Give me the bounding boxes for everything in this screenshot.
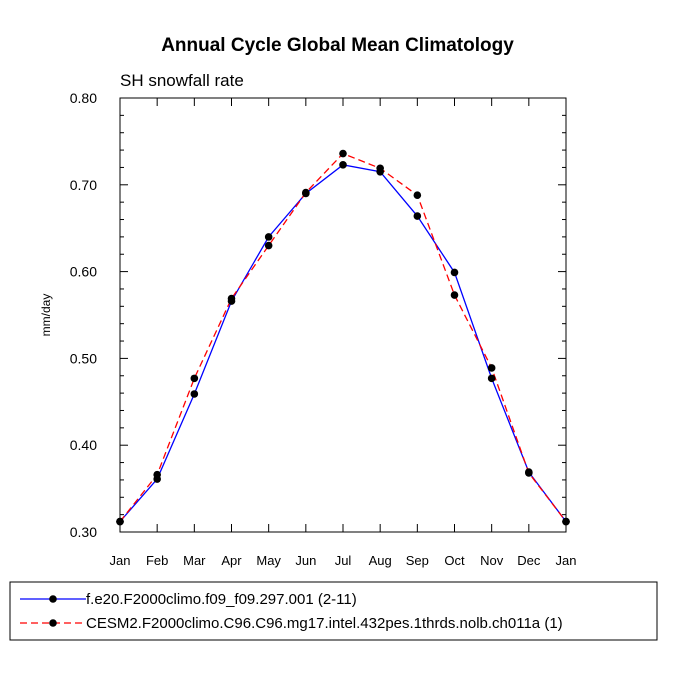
- y-axis: 0.30 0.40 0.50 0.60 0.70 0.80: [70, 90, 566, 540]
- x-tick-label: Jan: [556, 553, 577, 568]
- y-tick-label: 0.30: [70, 524, 97, 540]
- series-2-point: [302, 188, 310, 197]
- series-2-point: [264, 241, 273, 250]
- y-tick-label: 0.50: [70, 350, 97, 366]
- series-1-point: [413, 212, 422, 220]
- x-tick-label: Jun: [295, 553, 316, 568]
- series-2-point: [413, 191, 422, 200]
- legend-box: [9, 581, 658, 641]
- x-tick-label: Aug: [369, 553, 392, 568]
- series-1-point: [450, 268, 459, 277]
- y-tick-label: 0.70: [70, 177, 97, 193]
- series-line-1: [119, 164, 567, 523]
- x-tick-label: Dec: [517, 553, 541, 568]
- series-2-point: [116, 517, 124, 526]
- legend-marker-1: [49, 595, 57, 603]
- series-2-point: [450, 291, 459, 299]
- series-line-2: [119, 152, 567, 522]
- x-tick-label: Mar: [183, 553, 206, 568]
- y-tick-label: 0.80: [70, 90, 97, 106]
- x-axis: Jan Feb Mar Apr May Jun Jul Aug Sep Oct Nov Dec Jan: [110, 98, 577, 568]
- y-axis-label: mm/day: [39, 294, 53, 337]
- series-2-point: [190, 374, 199, 383]
- x-tick-label: Jan: [110, 553, 131, 568]
- series-2-point: [339, 149, 347, 158]
- x-tick-label: Nov: [480, 553, 504, 568]
- chart-subtitle: SH snowfall rate: [120, 71, 244, 90]
- series-2-point: [376, 164, 384, 173]
- series-layer: [116, 149, 570, 526]
- x-tick-label: Apr: [221, 553, 242, 568]
- series-2-point: [487, 364, 496, 372]
- x-tick-label: Oct: [444, 553, 465, 568]
- legend: f.e20.F2000climo.f09_f09.297.001 (2-11) …: [9, 581, 658, 641]
- x-tick-label: May: [256, 553, 281, 568]
- y-tick-label: 0.40: [70, 437, 97, 453]
- x-tick-label: Sep: [406, 553, 429, 568]
- chart-title: Annual Cycle Global Mean Climatology: [161, 35, 514, 56]
- series-1-point: [190, 390, 199, 398]
- series-2-point: [227, 294, 236, 303]
- legend-label-1: f.e20.F2000climo.f09_f09.297.001 (2-11): [86, 591, 357, 608]
- series-2-point: [562, 517, 570, 526]
- y-tick-label: 0.60: [70, 264, 97, 280]
- series-2-point: [525, 469, 533, 477]
- x-tick-label: Feb: [146, 553, 168, 568]
- series-1-point: [487, 374, 496, 383]
- series-1-point: [264, 233, 273, 241]
- series-1-point: [339, 161, 347, 169]
- legend-label-2: CESM2.F2000climo.C96.C96.mg17.intel.432p…: [86, 615, 563, 632]
- legend-marker-2: [49, 619, 57, 627]
- series-2-point: [153, 470, 161, 479]
- x-tick-label: Jul: [335, 553, 352, 568]
